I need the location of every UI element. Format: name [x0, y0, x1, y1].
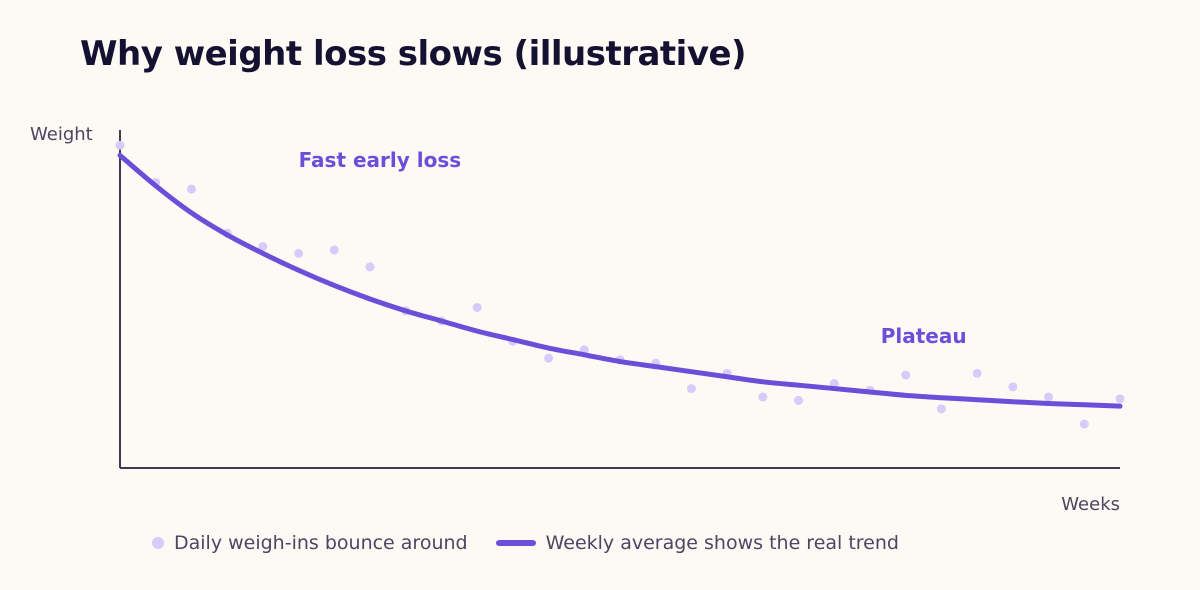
annotation-plateau: Plateau — [881, 324, 967, 348]
daily-weigh-in-point — [936, 404, 946, 414]
y-axis-label: Weight — [30, 124, 93, 145]
daily-weigh-in-point — [186, 184, 196, 194]
daily-weigh-in-point — [1008, 382, 1018, 392]
legend-dot-icon — [152, 537, 164, 549]
legend-line-icon — [495, 540, 536, 546]
daily-weigh-in-point — [758, 392, 768, 402]
daily-weigh-in-point — [829, 379, 839, 388]
legend-item-daily: Daily weigh-ins bounce around — [152, 532, 468, 554]
chart-title: Why weight loss slows (illustrative) — [80, 34, 747, 74]
daily-weigh-in-point — [329, 245, 339, 255]
daily-weigh-in-point — [1115, 394, 1125, 404]
daily-weigh-in-point — [686, 384, 696, 394]
daily-weigh-in-point — [1044, 392, 1054, 402]
daily-weigh-in-point — [901, 370, 911, 380]
daily-weigh-in-point — [472, 302, 482, 312]
daily-weigh-in-point — [794, 395, 804, 405]
daily-weigh-in-point — [115, 140, 125, 150]
legend-label-daily: Daily weigh-ins bounce around — [174, 532, 468, 554]
daily-weigh-in-point — [365, 262, 375, 272]
x-axis-label: Weeks — [1061, 494, 1120, 515]
legend-item-weekly: Weekly average shows the real trend — [495, 532, 899, 554]
daily-weigh-in-point — [1079, 419, 1089, 429]
daily-weigh-in-point — [544, 353, 554, 363]
weekly-average-trend-line — [117, 152, 1123, 409]
daily-weigh-in-point — [294, 248, 304, 258]
legend-label-weekly: Weekly average shows the real trend — [545, 532, 899, 554]
annotation-fast-early-loss: Fast early loss — [299, 148, 462, 172]
daily-weigh-in-point — [258, 242, 268, 252]
daily-weigh-in-point — [972, 368, 982, 378]
chart-legend: Daily weigh-ins bounce around Weekly ave… — [152, 532, 899, 554]
